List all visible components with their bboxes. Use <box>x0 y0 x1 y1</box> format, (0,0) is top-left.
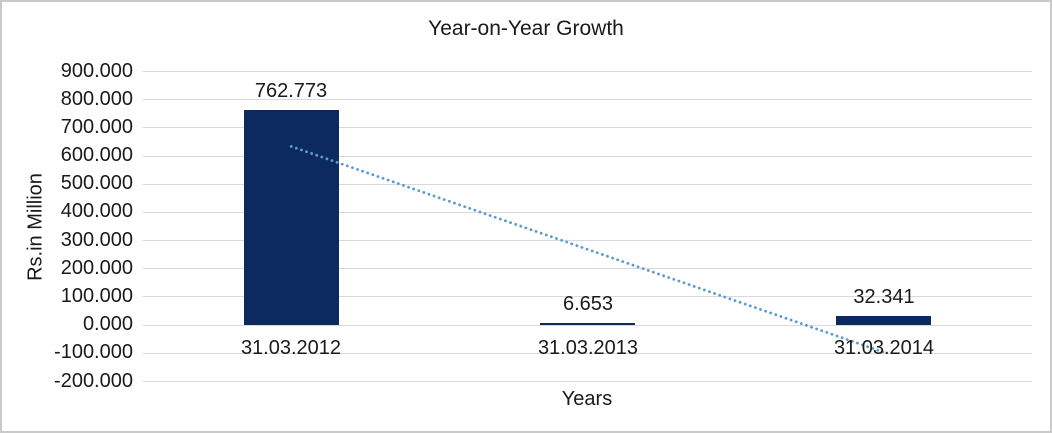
gridline <box>143 71 1032 72</box>
y-tick-label: 600.000 <box>60 144 133 166</box>
data-label: 762.773 <box>254 80 328 102</box>
gridline <box>143 325 1032 326</box>
chart-title: Year-on-Year Growth <box>428 17 624 40</box>
data-label: 6.653 <box>562 293 614 315</box>
y-tick-label: 0.000 <box>82 313 133 335</box>
x-tick-label: 31.03.2014 <box>833 337 935 359</box>
y-tick-label: -200.000 <box>54 370 133 392</box>
x-tick-label: 31.03.2012 <box>240 337 342 359</box>
y-tick-label: 100.000 <box>60 285 133 307</box>
gridline <box>143 99 1032 100</box>
x-axis-title: Years <box>561 388 613 410</box>
y-tick-label: 500.000 <box>60 172 133 194</box>
bar-31.03.2014[interactable] <box>836 316 931 325</box>
trendline[interactable] <box>289 144 886 354</box>
y-tick-label: 300.000 <box>60 229 133 251</box>
gridline <box>143 127 1032 128</box>
bar-31.03.2012[interactable] <box>244 110 339 325</box>
y-tick-label: 700.000 <box>60 116 133 138</box>
y-tick-label: 800.000 <box>60 88 133 110</box>
y-tick-label: 200.000 <box>60 257 133 279</box>
y-tick-label: 400.000 <box>60 200 133 222</box>
data-label: 32.341 <box>853 286 915 308</box>
x-tick-label: 31.03.2013 <box>537 337 639 359</box>
gridline <box>143 381 1032 382</box>
y-tick-label: -100.000 <box>54 341 133 363</box>
y-tick-label: 900.000 <box>60 60 133 82</box>
bar-31.03.2013[interactable] <box>540 323 635 325</box>
